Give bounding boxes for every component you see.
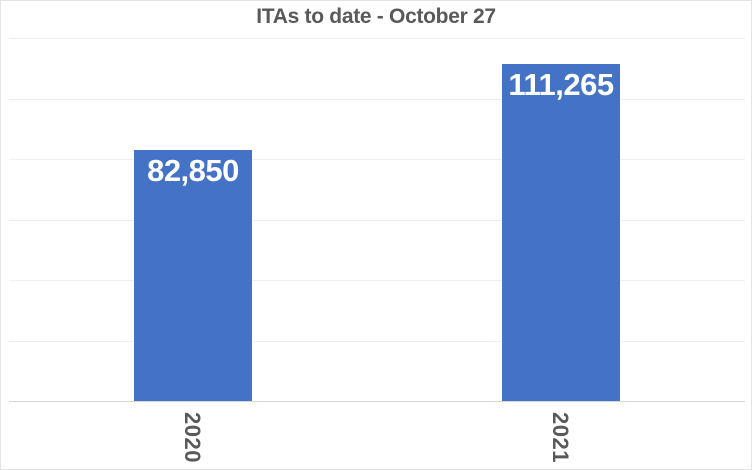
data-label-2021: 111,265	[508, 67, 614, 102]
gridline	[9, 38, 745, 39]
x-axis-line	[9, 401, 745, 402]
chart-title: ITAs to date - October 27	[256, 5, 496, 28]
bar-2021	[502, 64, 620, 401]
gridline	[9, 341, 745, 342]
gridline	[9, 280, 745, 281]
x-axis-label-2021: 2021	[548, 412, 573, 463]
data-label-2020: 82,850	[147, 153, 239, 188]
gridline	[9, 99, 745, 100]
gridline	[9, 220, 745, 221]
gridline	[9, 159, 745, 160]
x-axis-label-2020: 2020	[180, 412, 205, 463]
bar-2020	[134, 150, 252, 401]
